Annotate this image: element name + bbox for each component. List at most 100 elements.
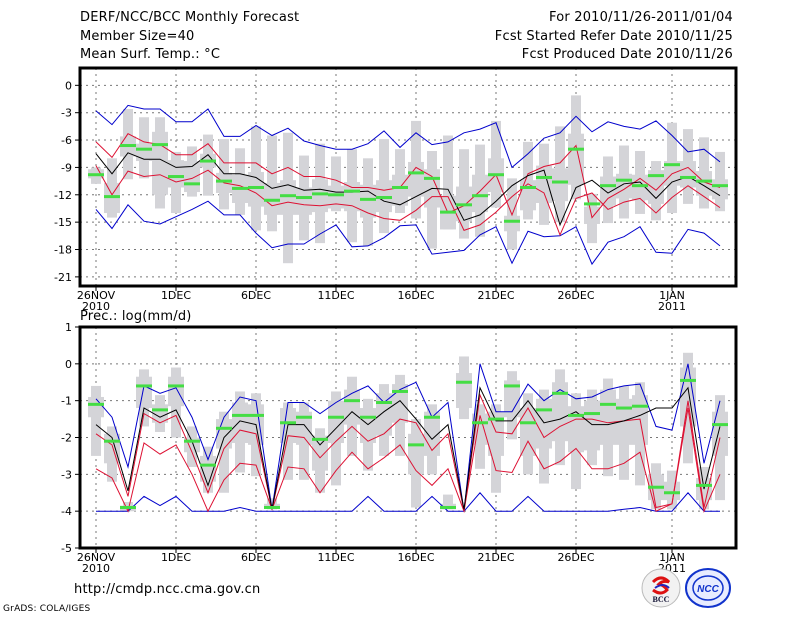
temp-iqr-box [712,179,728,200]
precip-median-marker [360,415,376,419]
precip-median-marker [200,463,216,467]
precip-max-line [95,363,721,512]
temp-median-marker [328,193,344,197]
source-url[interactable]: http://cmdp.ncc.cma.gov.cn [74,582,261,597]
temp-median-marker [104,195,120,199]
forecast-started-date: Fcst Started Refer Date 2010/11/25 [494,29,733,44]
temp-median-marker [648,174,664,178]
precip-xtick-label: 1JAN [659,551,685,564]
precip-median-marker [408,443,424,447]
precip-median-marker [568,413,584,417]
precip-xtick-label: 26NOV [77,551,116,564]
temp-median-marker [424,176,440,180]
precip-median-marker [712,423,728,427]
precip-iqr-box [136,376,152,409]
precip-min-line [96,492,720,512]
precip-iqr-box [408,433,424,475]
precip-median-marker [328,415,344,419]
temp-median-marker [200,159,216,163]
precip-whisker-box [219,411,229,493]
precip-iqr-box [392,384,408,423]
temp-min-line [95,200,721,266]
temp-iqr-box [616,173,632,199]
precip-median-marker [88,402,104,406]
temp-median-marker [488,173,504,177]
precip-iqr-box [232,402,248,444]
temp-ytick-label: -6 [61,134,72,147]
precip-iqr-box [600,389,616,445]
precip-median-marker [136,384,152,388]
temp-iqr-box [408,161,424,197]
temp-xtick-year: 2011 [658,300,686,313]
temp-xtick-label: 21DEC [477,289,514,302]
precip-median-marker [664,491,680,495]
temp-median-marker [360,197,376,201]
temp-median-marker [392,185,408,189]
precip-median-marker [616,406,632,410]
precip-median-marker [312,437,328,441]
precip-median-marker [680,378,696,382]
precip-ytick-label: 1 [65,321,72,334]
temp-median-marker [376,196,392,200]
temp-upper-line [95,133,721,219]
precip-iqr-box [504,380,520,418]
precip-median-marker [600,402,616,406]
precip-median-marker [152,408,168,412]
precip-xtick-label: 21DEC [477,551,514,564]
temp-xtick-label: 26DEC [557,289,594,302]
precip-iqr-box [456,373,472,409]
temp-median-marker [520,185,536,189]
member-size: Member Size=40 [80,29,195,44]
temp-iqr-box [472,174,488,213]
temp-median-marker [248,185,264,189]
temp-iqr-box [536,165,552,203]
precip-iqr-box [664,481,680,501]
precip-median-marker [344,399,360,403]
grads-credit: GrADS: COLA/IGES [3,604,91,614]
precip-iqr-box [344,389,360,425]
chart-title: DERF/NCC/BCC Monthly Forecast [80,10,300,25]
precip-mean-line [95,386,721,510]
precip-xtick-label: 6DEC [241,551,271,564]
temp-median-marker [184,182,200,186]
temp-xtick-label: 1DEC [161,289,191,302]
precip-panel-title: Prec.: log(mm/d) [80,309,192,324]
precip-iqr-box [168,376,184,407]
temp-median-marker [296,196,312,200]
temp-whisker-box [331,156,341,212]
temp-iqr-box [392,174,408,206]
temp-iqr-box [296,187,312,215]
temp-whisker-box [443,135,453,230]
precip-median-marker [552,391,568,395]
temp-median-marker [568,147,584,151]
temp-median-marker [600,184,616,188]
temp-median-marker [504,219,520,223]
precip-iqr-box [360,408,376,444]
temp-iqr-box [600,176,616,206]
precip-median-marker [376,401,392,405]
precip-median-marker [472,421,488,425]
precip-upper-line [95,393,721,512]
temp-ytick-label: -21 [54,271,72,284]
temp-median-marker [632,184,648,188]
forecast-produced-date: Fcst Produced Date 2010/11/26 [521,47,733,62]
precip-xtick-label: 1DEC [161,551,191,564]
temp-xtick-label: 1JAN [659,289,685,302]
temp-iqr-box [136,143,152,162]
temp-median-marker [88,173,104,177]
temp-xtick-label: 6DEC [241,289,271,302]
temp-lower-line [95,165,721,237]
precip-ytick-label: -2 [61,432,72,445]
precip-ytick-label: -1 [61,395,72,408]
precip-median-marker [104,439,120,443]
precip-iqr-box [520,408,536,456]
precip-median-marker [392,389,408,393]
temp-median-marker [312,192,328,196]
temp-median-marker [440,210,456,214]
temp-ytick-label: -12 [54,189,72,202]
temp-iqr-box [648,170,664,204]
variable-label: Mean Surf. Temp.: °C [80,47,221,62]
temp-median-marker [696,179,712,183]
precip-iqr-box [584,400,600,451]
precip-median-marker [264,505,280,509]
